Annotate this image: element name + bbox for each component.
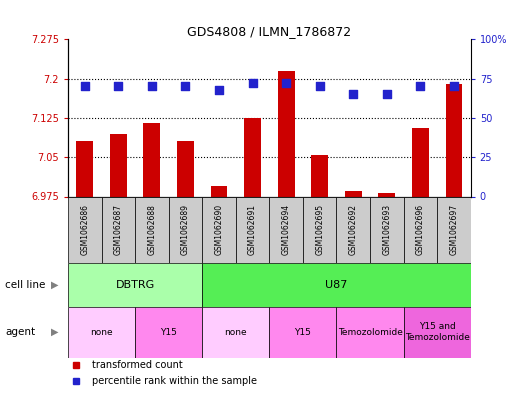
Bar [211, 186, 228, 196]
Text: DBTRG: DBTRG [116, 280, 155, 290]
Text: percentile rank within the sample: percentile rank within the sample [92, 376, 257, 386]
Bar [311, 154, 328, 196]
Bar [412, 129, 429, 196]
Point [282, 80, 290, 86]
Text: GSM1062691: GSM1062691 [248, 204, 257, 255]
Bar [236, 196, 269, 263]
Bar [168, 196, 202, 263]
Text: GSM1062688: GSM1062688 [147, 204, 156, 255]
Bar [202, 263, 471, 307]
Point [181, 83, 190, 90]
Bar [404, 196, 437, 263]
Text: GSM1062693: GSM1062693 [382, 204, 391, 255]
Text: GSM1062695: GSM1062695 [315, 204, 324, 255]
Text: GSM1062686: GSM1062686 [80, 204, 89, 255]
Bar [379, 193, 395, 196]
Text: GSM1062696: GSM1062696 [416, 204, 425, 255]
Text: ▶: ▶ [51, 327, 59, 337]
Text: Y15 and
Temozolomide: Y15 and Temozolomide [405, 322, 470, 342]
Bar [143, 123, 160, 196]
Text: U87: U87 [325, 280, 348, 290]
Bar [336, 196, 370, 263]
Text: GSM1062697: GSM1062697 [449, 204, 459, 255]
Point [315, 83, 324, 90]
Text: cell line: cell line [5, 280, 46, 290]
Text: agent: agent [5, 327, 36, 337]
Text: Y15: Y15 [160, 328, 177, 336]
Bar [303, 196, 336, 263]
Bar [244, 118, 261, 196]
Text: GSM1062689: GSM1062689 [181, 204, 190, 255]
Point [81, 83, 89, 90]
Point [147, 83, 156, 90]
Bar [202, 196, 236, 263]
Text: Temozolomide: Temozolomide [337, 328, 403, 336]
Bar [135, 196, 168, 263]
Bar [101, 196, 135, 263]
Bar [68, 307, 135, 358]
Bar [404, 307, 471, 358]
Bar [110, 134, 127, 196]
Bar [76, 141, 93, 196]
Bar [336, 307, 404, 358]
Text: GSM1062694: GSM1062694 [281, 204, 291, 255]
Bar [68, 263, 202, 307]
Bar [177, 141, 194, 196]
Text: none: none [90, 328, 113, 336]
Text: ▶: ▶ [51, 280, 59, 290]
Bar [202, 307, 269, 358]
Bar [135, 307, 202, 358]
Point [383, 91, 391, 97]
Bar [345, 191, 361, 196]
Text: GSM1062690: GSM1062690 [214, 204, 223, 255]
Text: none: none [224, 328, 247, 336]
Bar [68, 196, 101, 263]
Text: transformed count: transformed count [92, 360, 183, 371]
Bar [437, 196, 471, 263]
Title: GDS4808 / ILMN_1786872: GDS4808 / ILMN_1786872 [187, 25, 351, 38]
Point [114, 83, 122, 90]
Point [349, 91, 357, 97]
Bar [269, 307, 336, 358]
Bar [370, 196, 404, 263]
Point [215, 86, 223, 93]
Bar [278, 71, 294, 196]
Point [450, 83, 458, 90]
Text: GSM1062692: GSM1062692 [349, 204, 358, 255]
Text: GSM1062687: GSM1062687 [114, 204, 123, 255]
Point [248, 80, 257, 86]
Point [416, 83, 425, 90]
Bar [446, 84, 462, 196]
Text: Y15: Y15 [294, 328, 311, 336]
Bar [269, 196, 303, 263]
